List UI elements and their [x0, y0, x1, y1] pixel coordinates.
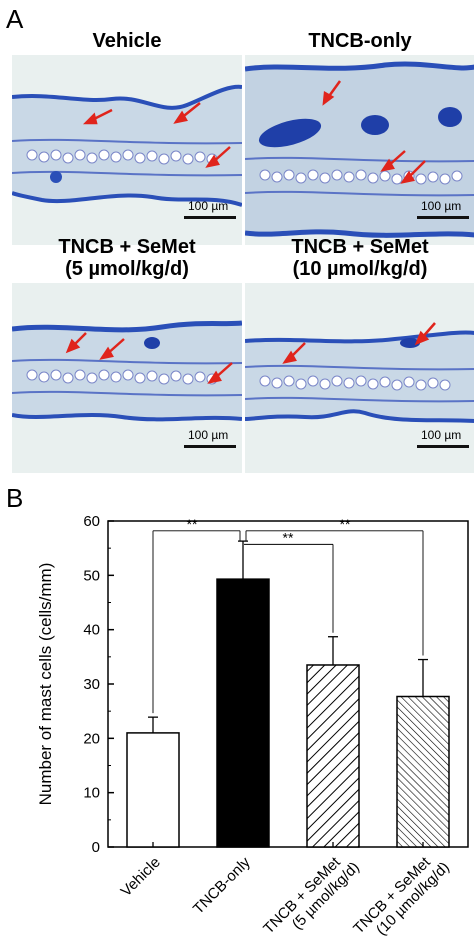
x-tick-label: TNCB-only: [190, 853, 254, 917]
scale-bar-tncb-only: [417, 216, 469, 219]
micrograph-tncb-only-image: [245, 55, 474, 245]
image-title-line2: (10 µmol/kg/d): [292, 258, 428, 280]
bar-chart: 0 10 20 30 40 50 60 Number of mast cells (cells…: [36, 513, 469, 948]
micrograph-vehicle: [12, 55, 242, 245]
scale-bar-semet-5: [184, 445, 236, 448]
y-tick-label: 60: [83, 513, 100, 530]
scale-label-tncb-only: 100 µm: [421, 199, 462, 213]
scale-bar-semet-10: [417, 445, 469, 448]
micrograph-semet-10: [245, 283, 474, 473]
y-tick-label: 20: [83, 730, 100, 747]
panel-b-letter: B: [6, 483, 24, 513]
sig-label: **: [340, 516, 351, 532]
image-title-line1: TNCB-only: [308, 30, 412, 52]
y-tick-label: 0: [92, 839, 100, 856]
bar: [306, 664, 360, 848]
bar: [126, 732, 180, 848]
plot-area: 0 10 20 30 40 50 60 Number of mast cells (cells…: [36, 513, 469, 948]
image-title-line2: (5 µmol/kg/d): [65, 258, 189, 280]
x-tick-label-line: TNCB-only: [190, 853, 254, 917]
sig-label: **: [283, 529, 294, 545]
panel-a-letter: A: [6, 4, 24, 34]
micrograph-vehicle-image: [12, 55, 242, 245]
scale-bar-vehicle: [184, 216, 236, 219]
x-tick-label: Vehicle: [118, 854, 164, 900]
sig-label: **: [187, 516, 198, 532]
bar: [396, 695, 450, 848]
micrograph-tncb-only: [245, 55, 474, 245]
micrograph-semet-5: [12, 283, 242, 473]
x-tick-label: TNCB + SeMet(10 µmol/kg/d): [350, 847, 453, 948]
y-axis-label: Number of mast cells (cells/mm): [36, 563, 55, 806]
micrograph-semet-10-image: [245, 283, 474, 473]
scale-label-semet-5: 100 µm: [188, 428, 229, 442]
image-title-vehicle: Vehicle: [12, 30, 242, 52]
y-tick-label: 10: [83, 785, 100, 802]
scale-label-vehicle: 100 µm: [188, 199, 229, 213]
x-tick-label: TNCB + SeMet(5 µmol/kg/d): [260, 847, 363, 948]
image-title-tncb-only: TNCB-only: [245, 30, 474, 52]
image-title-line1: TNCB + SeMet: [58, 236, 196, 258]
bar: [216, 578, 270, 848]
y-tick-label: 40: [83, 622, 100, 639]
image-title-semet-5: TNCB + SeMet (5 µmol/kg/d): [12, 236, 242, 280]
y-tick-label: 30: [83, 676, 100, 693]
y-tick-label: 50: [83, 567, 100, 584]
micrograph-semet-5-image: [12, 283, 242, 473]
x-tick-label-line: Vehicle: [118, 854, 164, 900]
image-title-line1: TNCB + SeMet: [291, 236, 429, 258]
image-title-line1: Vehicle: [92, 30, 162, 52]
image-title-semet-10: TNCB + SeMet (10 µmol/kg/d): [245, 236, 474, 280]
scale-label-semet-10: 100 µm: [421, 428, 462, 442]
